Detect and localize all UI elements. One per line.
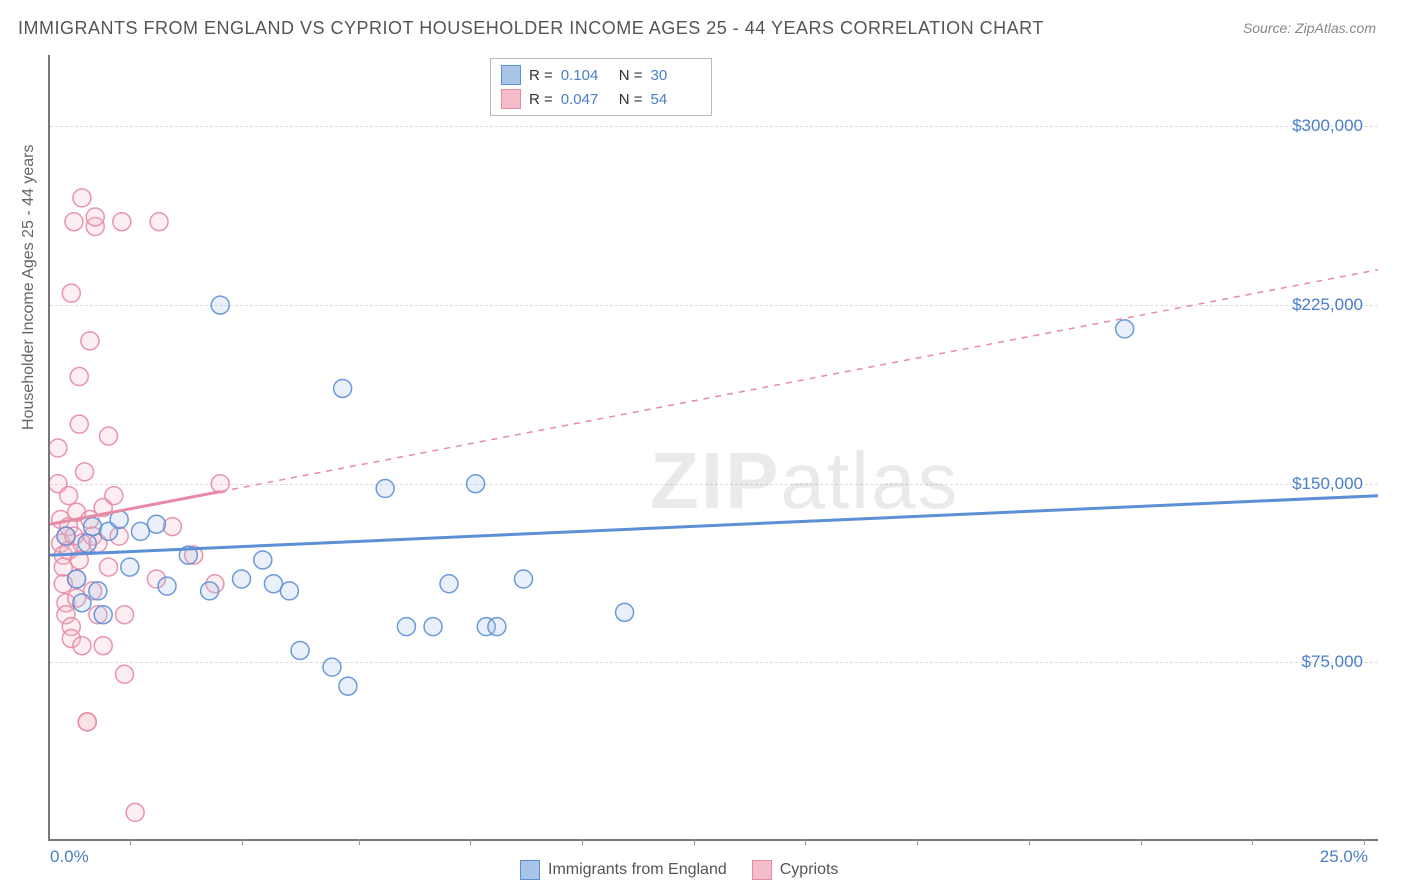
scatter-point — [291, 641, 309, 659]
scatter-point — [94, 606, 112, 624]
x-tick — [359, 839, 360, 845]
n-value-cypriots: 54 — [651, 91, 701, 108]
swatch-england — [501, 65, 521, 85]
scatter-point — [334, 379, 352, 397]
legend-label-cypriots: Cypriots — [780, 861, 839, 879]
scatter-point — [514, 570, 532, 588]
r-value-england: 0.104 — [561, 67, 611, 84]
scatter-point — [467, 475, 485, 493]
scatter-point — [86, 208, 104, 226]
series-legend: Immigrants from England Cypriots — [520, 860, 838, 880]
scatter-point — [233, 570, 251, 588]
y-axis-label: Householder Income Ages 25 - 44 years — [20, 145, 38, 431]
swatch-cypriots — [501, 89, 521, 109]
x-tick-min: 0.0% — [50, 847, 89, 867]
scatter-point — [397, 618, 415, 636]
scatter-point — [89, 582, 107, 600]
scatter-point — [105, 487, 123, 505]
scatter-point — [1116, 320, 1134, 338]
scatter-point — [126, 803, 144, 821]
scatter-point — [616, 603, 634, 621]
scatter-point — [211, 475, 229, 493]
x-tick — [1141, 839, 1142, 845]
r-label: R = — [529, 91, 553, 108]
x-tick-max: 25.0% — [1320, 847, 1368, 867]
scatter-point — [339, 677, 357, 695]
scatter-point — [201, 582, 219, 600]
x-tick — [470, 839, 471, 845]
scatter-point — [158, 577, 176, 595]
scatter-point — [73, 594, 91, 612]
scatter-point — [57, 527, 75, 545]
scatter-point — [62, 284, 80, 302]
scatter-point — [163, 518, 181, 536]
x-tick — [242, 839, 243, 845]
n-value-england: 30 — [651, 67, 701, 84]
regression-line-dashed — [220, 269, 1378, 491]
scatter-point — [147, 515, 165, 533]
n-label: N = — [619, 91, 643, 108]
scatter-point — [376, 479, 394, 497]
scatter-point — [115, 606, 133, 624]
scatter-point — [76, 463, 94, 481]
x-tick — [805, 839, 806, 845]
scatter-point — [280, 582, 298, 600]
scatter-point — [65, 213, 83, 231]
scatter-point — [81, 332, 99, 350]
stats-row-england: R = 0.104 N = 30 — [501, 63, 701, 87]
x-tick — [1252, 839, 1253, 845]
x-tick — [130, 839, 131, 845]
scatter-point — [211, 296, 229, 314]
legend-label-england: Immigrants from England — [548, 861, 727, 879]
scatter-point — [78, 534, 96, 552]
scatter-point — [254, 551, 272, 569]
swatch-england — [520, 860, 540, 880]
scatter-point — [70, 368, 88, 386]
scatter-point — [70, 415, 88, 433]
scatter-point — [150, 213, 168, 231]
scatter-point — [488, 618, 506, 636]
scatter-point — [50, 439, 67, 457]
scatter-point — [68, 570, 86, 588]
scatter-svg — [50, 55, 1378, 839]
chart-title: IMMIGRANTS FROM ENGLAND VS CYPRIOT HOUSE… — [18, 18, 1044, 39]
scatter-point — [115, 665, 133, 683]
stats-legend: R = 0.104 N = 30 R = 0.047 N = 54 — [490, 58, 712, 116]
r-value-cypriots: 0.047 — [561, 91, 611, 108]
regression-line — [50, 496, 1378, 556]
x-tick — [1029, 839, 1030, 845]
swatch-cypriots — [752, 860, 772, 880]
x-tick — [582, 839, 583, 845]
scatter-point — [78, 713, 96, 731]
legend-item-england: Immigrants from England — [520, 860, 727, 880]
scatter-point — [113, 213, 131, 231]
x-tick — [917, 839, 918, 845]
scatter-point — [94, 637, 112, 655]
scatter-point — [323, 658, 341, 676]
scatter-point — [440, 575, 458, 593]
stats-row-cypriots: R = 0.047 N = 54 — [501, 87, 701, 111]
scatter-point — [121, 558, 139, 576]
scatter-point — [73, 637, 91, 655]
x-tick — [1364, 839, 1365, 845]
r-label: R = — [529, 67, 553, 84]
scatter-point — [84, 518, 102, 536]
scatter-point — [100, 427, 118, 445]
x-tick — [694, 839, 695, 845]
scatter-point — [60, 487, 78, 505]
scatter-point — [424, 618, 442, 636]
plot-area: ZIPatlas 0.0% 25.0% $75,000$150,000$225,… — [48, 55, 1378, 841]
scatter-point — [100, 558, 118, 576]
source-attribution: Source: ZipAtlas.com — [1243, 20, 1376, 36]
n-label: N = — [619, 67, 643, 84]
legend-item-cypriots: Cypriots — [752, 860, 839, 880]
scatter-point — [73, 189, 91, 207]
